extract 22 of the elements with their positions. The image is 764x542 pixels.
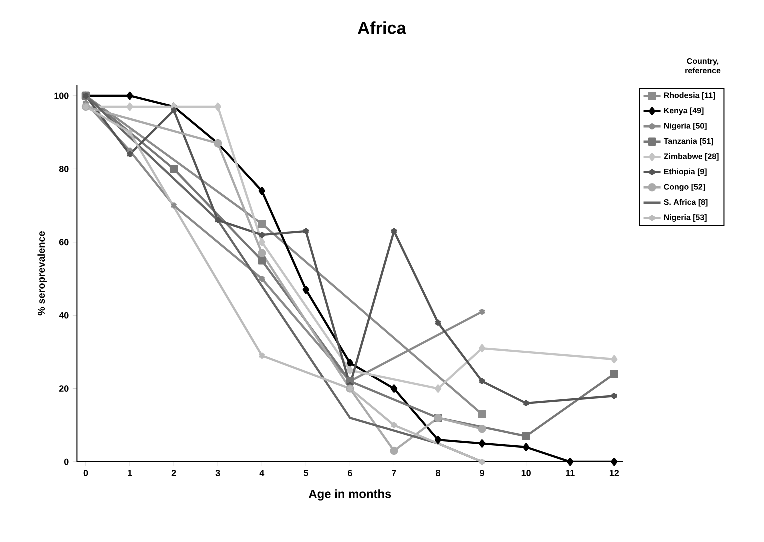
x-tick-label: 5 [304, 470, 308, 476]
x-tick-label: 4 [260, 470, 265, 476]
x-tick-label: 7 [392, 470, 396, 476]
x-tick-label: 9 [480, 470, 484, 476]
x-tick-label: 0 [84, 470, 88, 476]
x-axis-title: Age in months [308, 490, 392, 501]
y-tick-label: 0 [64, 458, 69, 466]
y-tick-label: 60 [59, 239, 69, 246]
x-tick-label: 10 [522, 470, 531, 476]
x-tick-label: 3 [216, 470, 220, 476]
x-tick-label: 12 [610, 470, 620, 476]
y-tick-label: 40 [59, 312, 69, 319]
x-tick-label: 1 [128, 470, 132, 476]
x-tick-label: 8 [436, 470, 440, 476]
y-tick-label: 20 [59, 386, 69, 392]
x-tick-label: 6 [348, 470, 352, 476]
x-tick-label: 11 [566, 470, 575, 476]
x-tick-label: 2 [172, 470, 176, 476]
y-tick-label: 100 [54, 92, 69, 100]
y-tick-label: 80 [59, 166, 69, 172]
chart-title: Africa [358, 22, 407, 34]
y-axis-title: % seroprevalence [38, 231, 48, 316]
